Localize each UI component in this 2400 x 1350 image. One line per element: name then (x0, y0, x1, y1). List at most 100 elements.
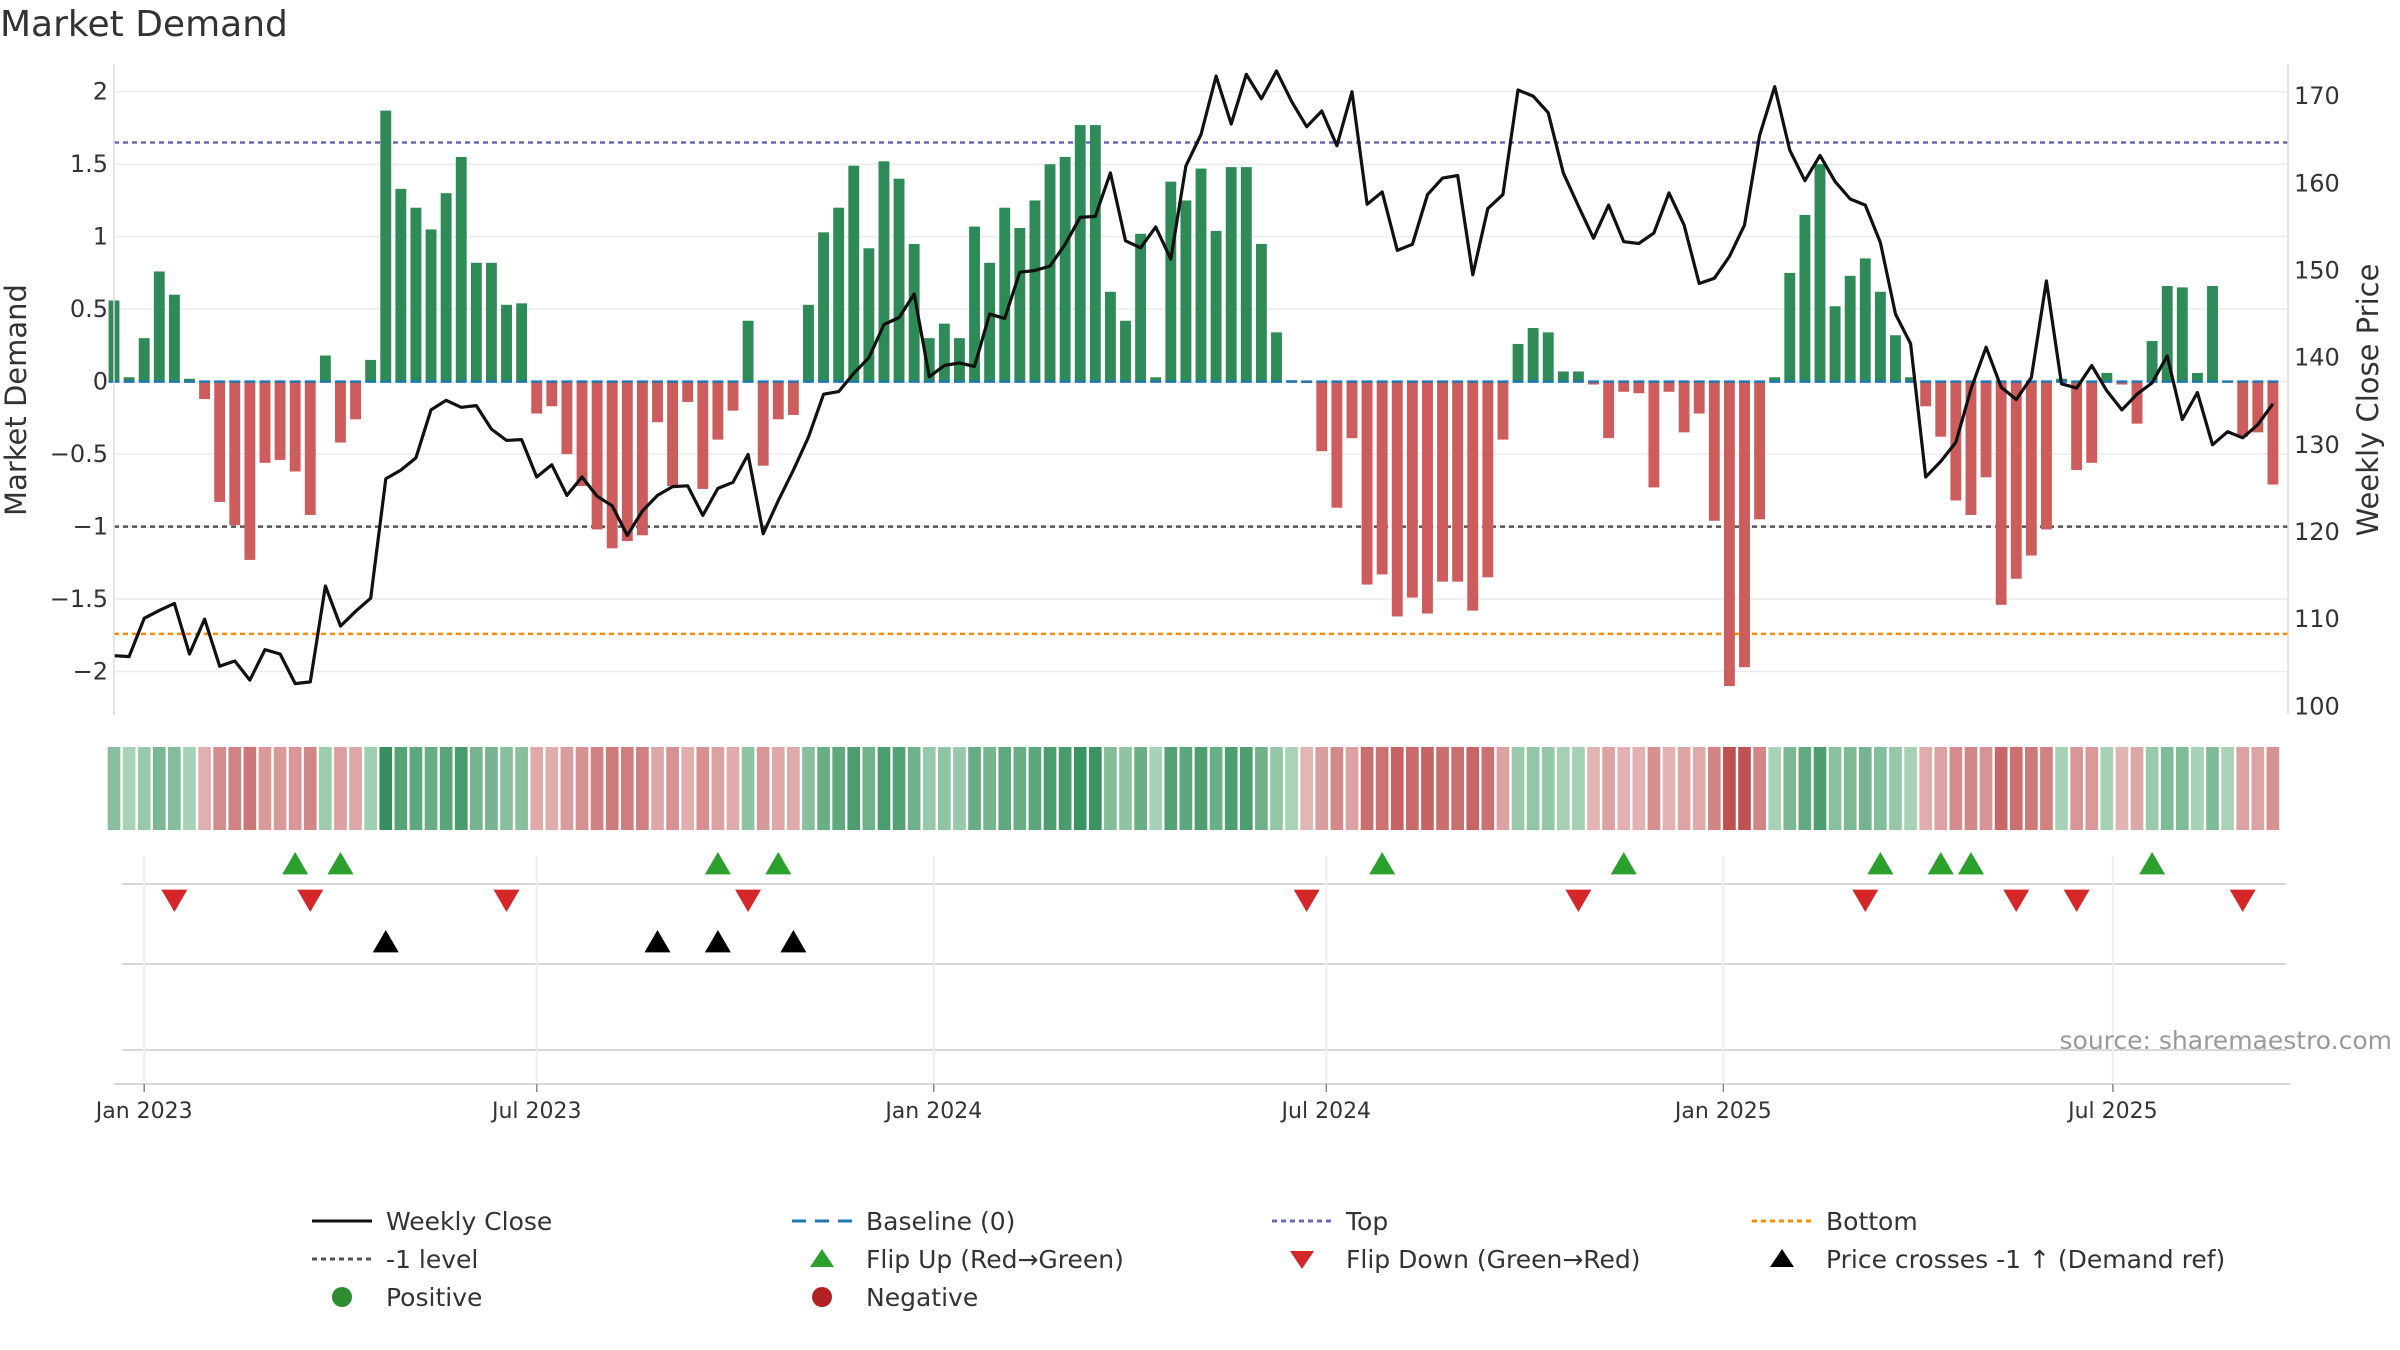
demand-bar (1859, 258, 1871, 382)
legend-item-top: Top (1270, 1206, 1388, 1236)
demand-bar (1754, 381, 1766, 520)
demand-bar (697, 381, 709, 489)
heat-cell (1858, 747, 1872, 830)
flip-up-marker (1957, 852, 1984, 875)
heat-cell (1994, 747, 2008, 830)
heat-cell (1436, 747, 1449, 830)
heat-cell (1058, 747, 1072, 830)
event-markers (114, 852, 2290, 1085)
heat-cell (1874, 747, 1887, 830)
heat-cell (1964, 747, 1978, 830)
y2-tick-label: 160 (2294, 169, 2340, 197)
heat-cell (892, 747, 906, 830)
demand-bar (1678, 381, 1690, 433)
demand-bar (335, 381, 346, 443)
heat-cell (2145, 747, 2159, 830)
legend-glyph (812, 1287, 832, 1307)
heat-cell (303, 747, 317, 830)
y2-axis-title: Weekly Close Price (2351, 264, 2385, 537)
legend-item-cross: Price crosses -1 ↑ (Demand ref) (1750, 1244, 2225, 1274)
legend-glyph (1770, 1249, 1794, 1267)
demand-bar (682, 381, 694, 402)
demand-bar (2176, 287, 2188, 382)
heat-cell (1617, 747, 1631, 830)
heat-cell (1723, 747, 1736, 830)
demand-bars (108, 110, 2279, 687)
heat-cell (1783, 747, 1797, 830)
heat-cell (1602, 747, 1615, 830)
demand-bar (1135, 233, 1147, 382)
heat-cell (394, 747, 408, 830)
demand-bar (1361, 381, 1373, 585)
demand-bar (1814, 164, 1826, 382)
demand-bar (1044, 164, 1056, 382)
heat-cell (968, 747, 981, 830)
flip-up-marker (1867, 852, 1894, 875)
flip-down-marker (2229, 889, 2256, 912)
legend-item-minus-one: -1 level (310, 1244, 478, 1274)
heat-cell (545, 747, 559, 830)
legend-label: Positive (386, 1282, 483, 1312)
legend-glyph (792, 1219, 852, 1223)
heat-cell (319, 747, 332, 830)
heat-cell (424, 747, 438, 830)
heat-cell (998, 747, 1012, 830)
demand-bar (380, 110, 392, 382)
heat-cell (1481, 747, 1495, 830)
heat-cell (454, 747, 468, 830)
demand-bar (1180, 200, 1192, 382)
legend-label: Flip Down (Green→Red) (1346, 1244, 1641, 1274)
demand-bar (591, 381, 603, 530)
flip-down-marker (2003, 889, 2030, 912)
demand-bar (470, 262, 482, 382)
heat-cell (1451, 747, 1464, 830)
reference-lines (114, 141, 2288, 636)
demand-bar (1784, 272, 1796, 382)
heat-cell (364, 747, 377, 830)
heat-cell (2175, 747, 2189, 830)
heat-cell (168, 747, 181, 830)
demand-bar (410, 207, 422, 382)
demand-bar (757, 381, 769, 466)
flip-down-marker (297, 889, 324, 912)
heat-cell (666, 747, 679, 830)
demand-bar (787, 381, 799, 415)
demand-bar (1422, 381, 1433, 614)
legend-glyph (312, 1257, 372, 1261)
demand-bar (1120, 320, 1131, 382)
cross-marker (644, 930, 671, 953)
heat-cell (1119, 747, 1132, 830)
demand-bar (1723, 381, 1735, 687)
legend-label: -1 level (386, 1244, 479, 1274)
heat-cell (1224, 747, 1238, 830)
heat-cell (1904, 747, 1917, 830)
demand-bar (214, 381, 226, 502)
heat-cell (1043, 747, 1057, 830)
demand-bar (2237, 381, 2249, 437)
demand-bar (199, 381, 211, 400)
heat-cell (2055, 747, 2068, 830)
demand-bar (546, 381, 558, 407)
heat-cell (651, 747, 664, 830)
demand-bar (319, 355, 331, 382)
heat-cell (832, 747, 846, 830)
heat-cell (152, 747, 166, 830)
heat-cell (1647, 747, 1661, 830)
heat-cell (379, 747, 393, 830)
demand-bar (440, 193, 452, 382)
heat-cell (409, 747, 423, 830)
heat-cell (1798, 747, 1812, 830)
cross-marker (780, 930, 807, 953)
demand-bar (1150, 377, 1162, 382)
demand-bar (1920, 381, 1932, 407)
demand-bar (1014, 227, 1026, 382)
y-axis-title: Market Demand (0, 284, 33, 516)
demand-bar (954, 338, 965, 382)
demand-bar (2146, 341, 2158, 382)
demand-bar (1603, 381, 1615, 439)
demand-bar (1074, 125, 1086, 382)
flip-up-marker (2139, 852, 2166, 875)
y-tick-label: 2 (93, 78, 108, 106)
demand-bar (1346, 381, 1358, 439)
demand-bar (1799, 214, 1811, 382)
